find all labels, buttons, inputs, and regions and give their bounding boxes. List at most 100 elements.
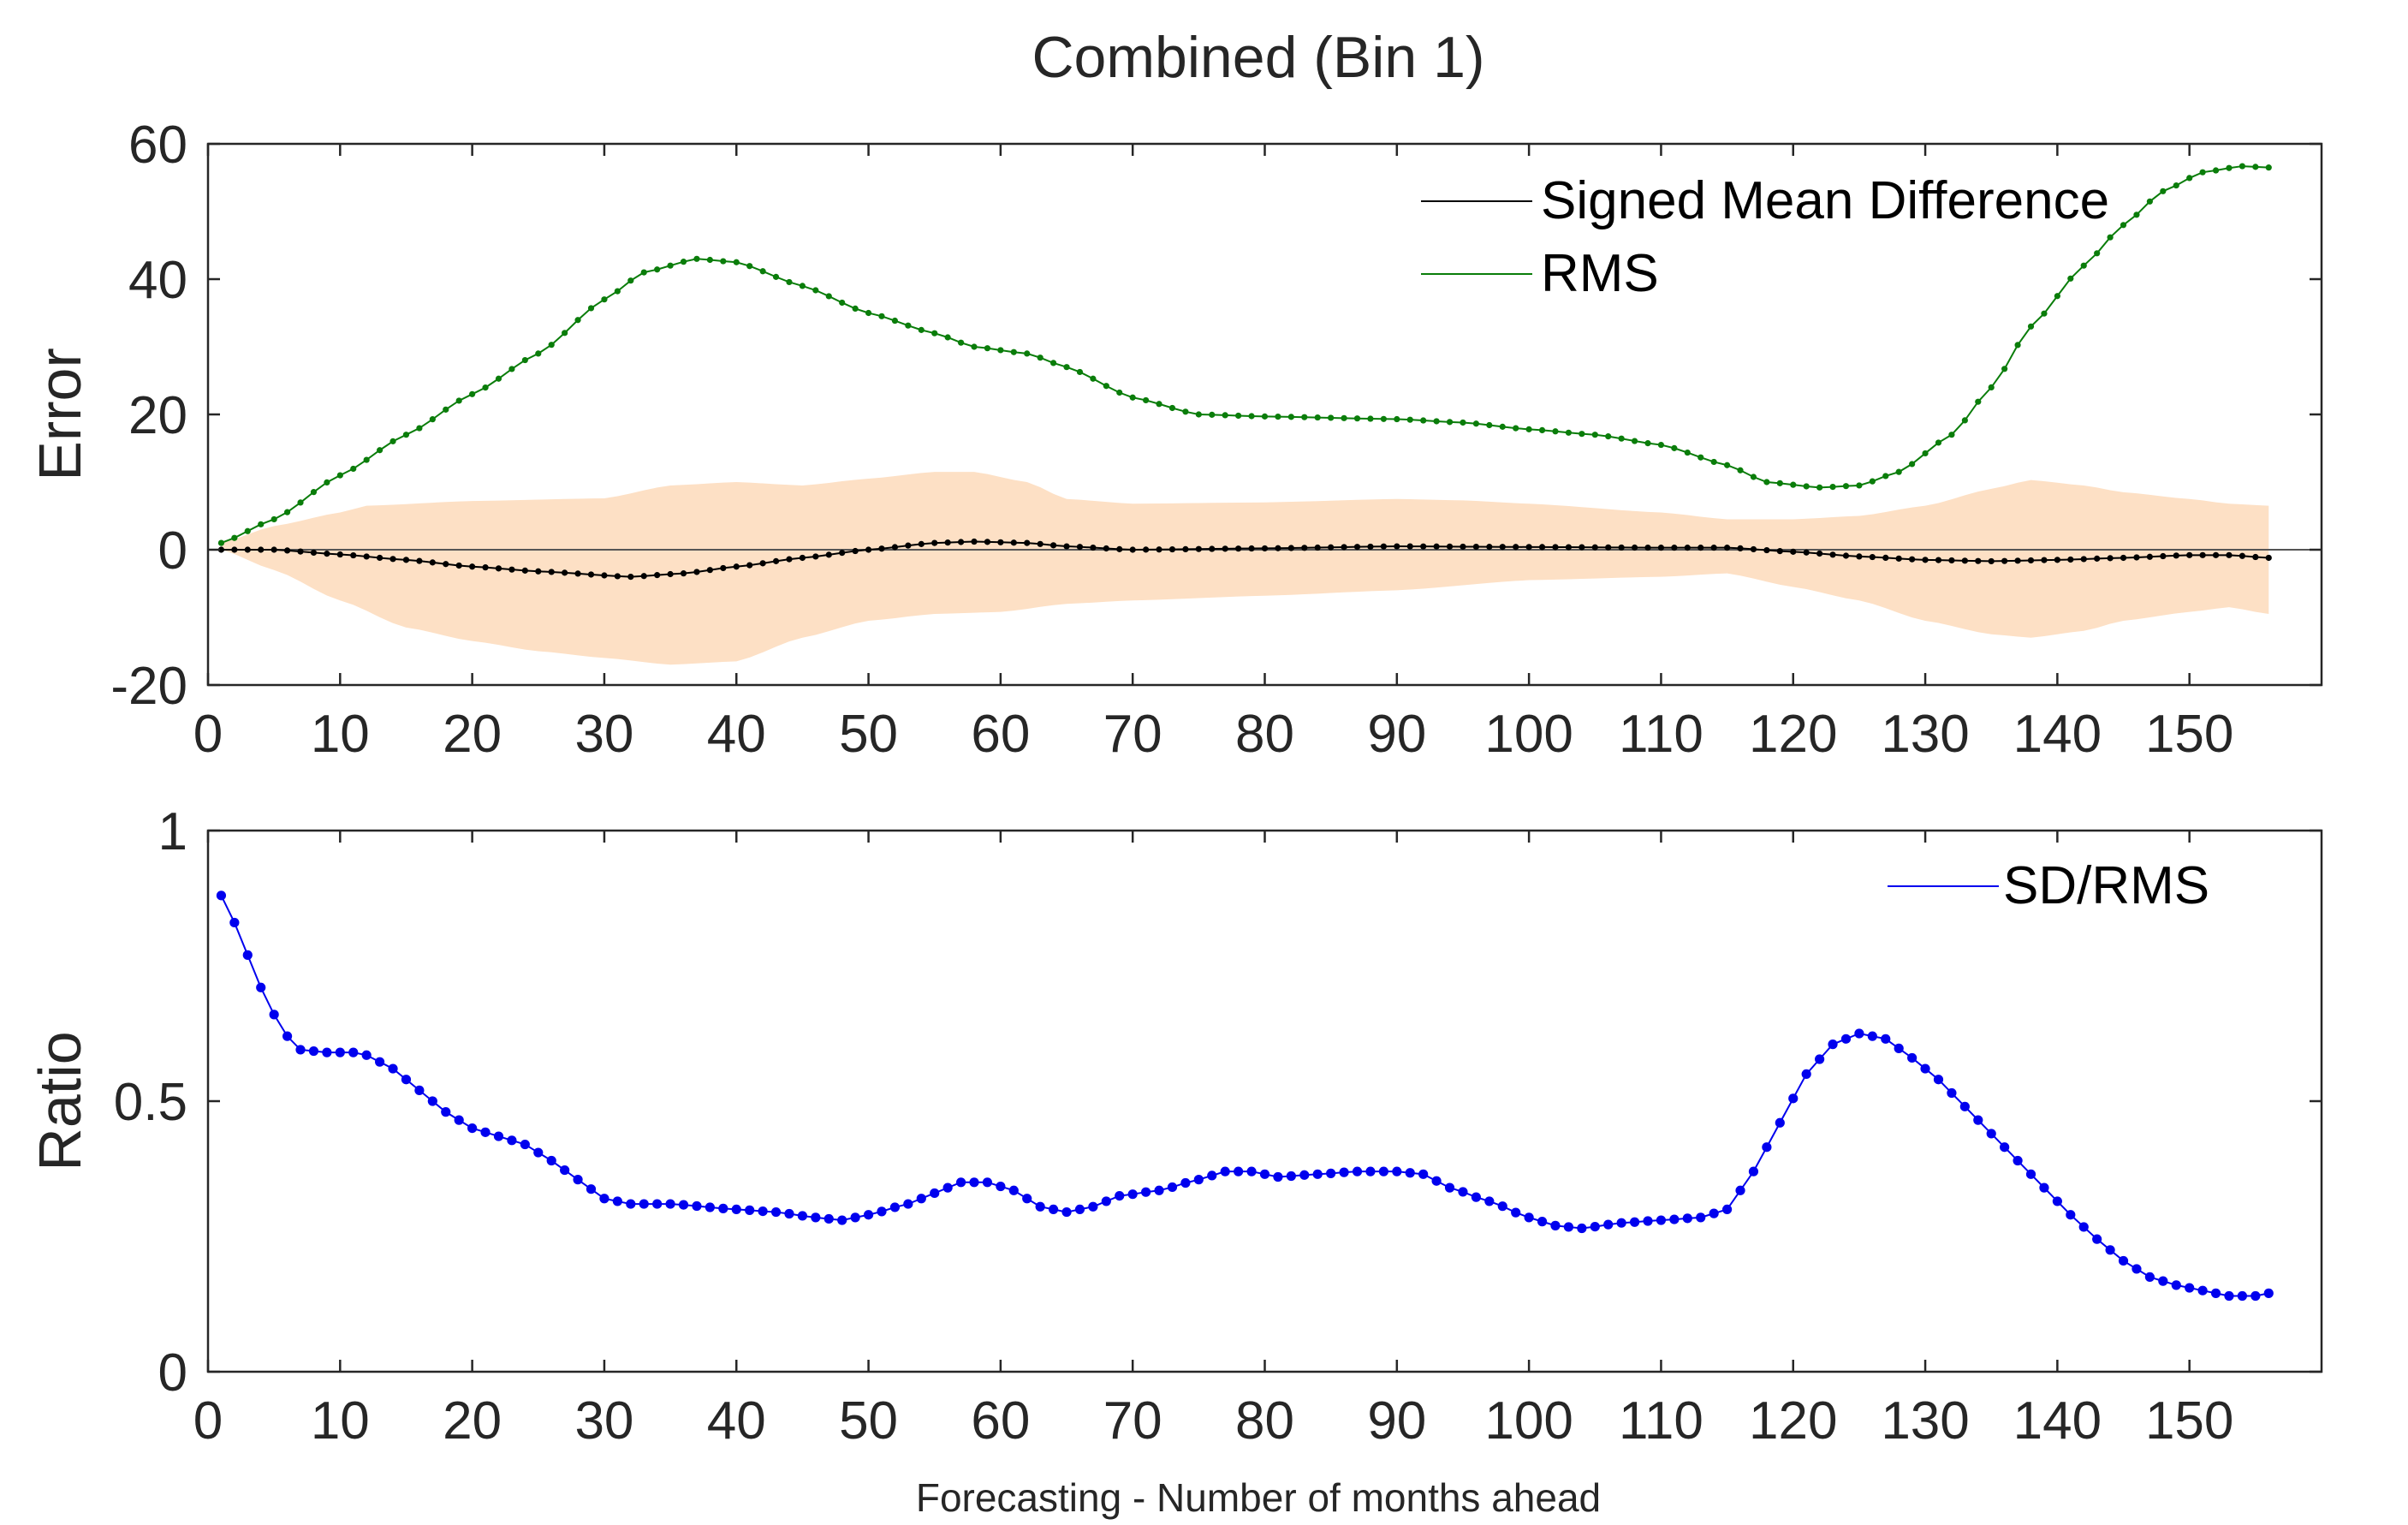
signed-mean-difference-point <box>217 546 225 553</box>
signed-mean-difference-point <box>1909 556 1916 563</box>
x-tick-label: 70 <box>1103 1391 1162 1451</box>
rms-point <box>548 342 555 348</box>
signed-mean-difference-point <box>574 570 581 577</box>
rms-point <box>1552 428 1559 435</box>
signed-mean-difference-point <box>839 550 846 557</box>
rms-point <box>1143 396 1150 404</box>
signed-mean-difference-point <box>1168 545 1176 553</box>
signed-mean-difference-point <box>1261 545 1269 552</box>
sd-rms-point <box>256 982 266 992</box>
signed-mean-difference-point <box>918 540 925 547</box>
signed-mean-difference-point <box>389 556 396 563</box>
sd-rms-point <box>242 950 253 960</box>
sd-rms-point <box>1339 1167 1349 1177</box>
rms-point <box>587 305 595 312</box>
sd-rms-point <box>1577 1223 1587 1234</box>
sd-rms-point <box>942 1182 953 1193</box>
signed-mean-difference-point <box>1406 543 1413 550</box>
rms-point <box>1895 468 1902 475</box>
rms-point <box>495 375 502 382</box>
signed-mean-difference-point <box>2120 554 2127 562</box>
sd-rms-point <box>1418 1169 1429 1179</box>
sd-rms-point <box>1828 1040 1838 1050</box>
signed-mean-difference-point <box>1591 544 1598 551</box>
sd-rms-point <box>955 1177 966 1188</box>
sd-rms-point <box>1524 1212 1534 1223</box>
sd-rms-point <box>1259 1169 1270 1179</box>
x-tick-label: 100 <box>1484 705 1573 764</box>
uncertainty-band <box>221 472 2269 665</box>
signed-mean-difference-point <box>1922 557 1929 563</box>
rms-point <box>1063 364 1070 371</box>
rms-point <box>258 521 265 527</box>
rms-point <box>1222 412 1228 419</box>
signed-mean-difference-point <box>482 564 489 571</box>
error-axes-ticks: 0 10 20 30 40 50 60 70 80 90 100 110 120 130 140 150 -20… <box>110 116 2322 764</box>
sd-rms-point <box>1854 1028 1864 1039</box>
signed-mean-difference-point <box>1842 552 1850 559</box>
signed-mean-difference-point <box>2027 557 2035 564</box>
signed-mean-difference-point <box>1723 545 1731 551</box>
rms-point <box>1750 474 1757 480</box>
signed-mean-difference-point <box>1948 557 1955 564</box>
rms-point <box>2120 222 2127 229</box>
signed-mean-difference-point <box>1275 545 1281 551</box>
signed-mean-difference-point <box>2265 554 2272 562</box>
signed-mean-difference-point <box>1776 548 1783 555</box>
rms-point <box>2239 163 2246 170</box>
signed-mean-difference-point <box>997 539 1004 545</box>
sd-rms-point <box>1061 1206 1072 1218</box>
rms-point <box>1935 439 1942 446</box>
sd-rms-point <box>1748 1166 1759 1177</box>
sd-rms-point <box>560 1165 570 1176</box>
rms-point <box>1050 360 1057 366</box>
rms-point <box>562 330 568 337</box>
rms-point <box>1486 421 1493 429</box>
sd-rms-point <box>1115 1191 1125 1201</box>
signed-mean-difference-point <box>1222 545 1228 552</box>
signed-mean-difference-point <box>548 569 555 575</box>
sd-rms-point <box>1709 1208 1719 1218</box>
sd-rms-point <box>1035 1201 1045 1212</box>
rms-point <box>1394 415 1400 423</box>
x-tick-label: 110 <box>1619 705 1703 764</box>
rms-point <box>363 456 370 463</box>
sd-rms-point <box>427 1096 437 1106</box>
rms-point <box>1287 414 1294 420</box>
x-tick-label: 130 <box>1881 1391 1969 1451</box>
signed-mean-difference-point <box>1710 545 1717 551</box>
signed-mean-difference-point <box>865 546 872 553</box>
sd-rms-point <box>797 1211 808 1221</box>
x-tick-label: 50 <box>839 1391 898 1451</box>
signed-mean-difference-point <box>587 571 595 578</box>
y-tick-label: 60 <box>128 116 187 175</box>
sd-rms-point <box>1947 1087 1957 1099</box>
sd-rms-point <box>2052 1196 2062 1206</box>
signed-mean-difference-point <box>1684 545 1691 551</box>
sd-rms-point <box>1656 1215 1667 1225</box>
signed-mean-difference-point <box>2186 551 2193 558</box>
signed-mean-difference-point <box>2001 557 2008 564</box>
sd-rms-point <box>1022 1194 1032 1204</box>
rms-point <box>1353 415 1361 422</box>
rms-point <box>231 534 238 541</box>
rms-point <box>1182 408 1189 415</box>
rms-point <box>1328 414 1335 421</box>
signed-mean-difference-point <box>1856 553 1863 560</box>
signed-mean-difference-point <box>1090 544 1097 551</box>
sd-rms-point <box>705 1202 715 1212</box>
sd-rms-point <box>1788 1093 1799 1104</box>
signed-mean-difference-point <box>1076 544 1084 551</box>
x-tick-label: 20 <box>443 1391 502 1451</box>
signed-mean-difference-point <box>1816 550 1823 557</box>
rms-point <box>1842 483 1850 490</box>
x-tick-label: 150 <box>2145 705 2233 764</box>
rms-point <box>1010 348 1017 355</box>
y-tick-label: 0 <box>158 1343 187 1403</box>
error-panel: 0 10 20 30 40 50 60 70 80 90 100 110 120 130 140 150 -20… <box>27 116 2323 764</box>
sd-rms-point <box>1246 1166 1257 1177</box>
signed-mean-difference-point <box>1644 544 1651 551</box>
rms-point <box>1367 415 1374 422</box>
signed-mean-difference-point <box>772 557 780 564</box>
signed-mean-difference-point <box>2146 553 2153 560</box>
